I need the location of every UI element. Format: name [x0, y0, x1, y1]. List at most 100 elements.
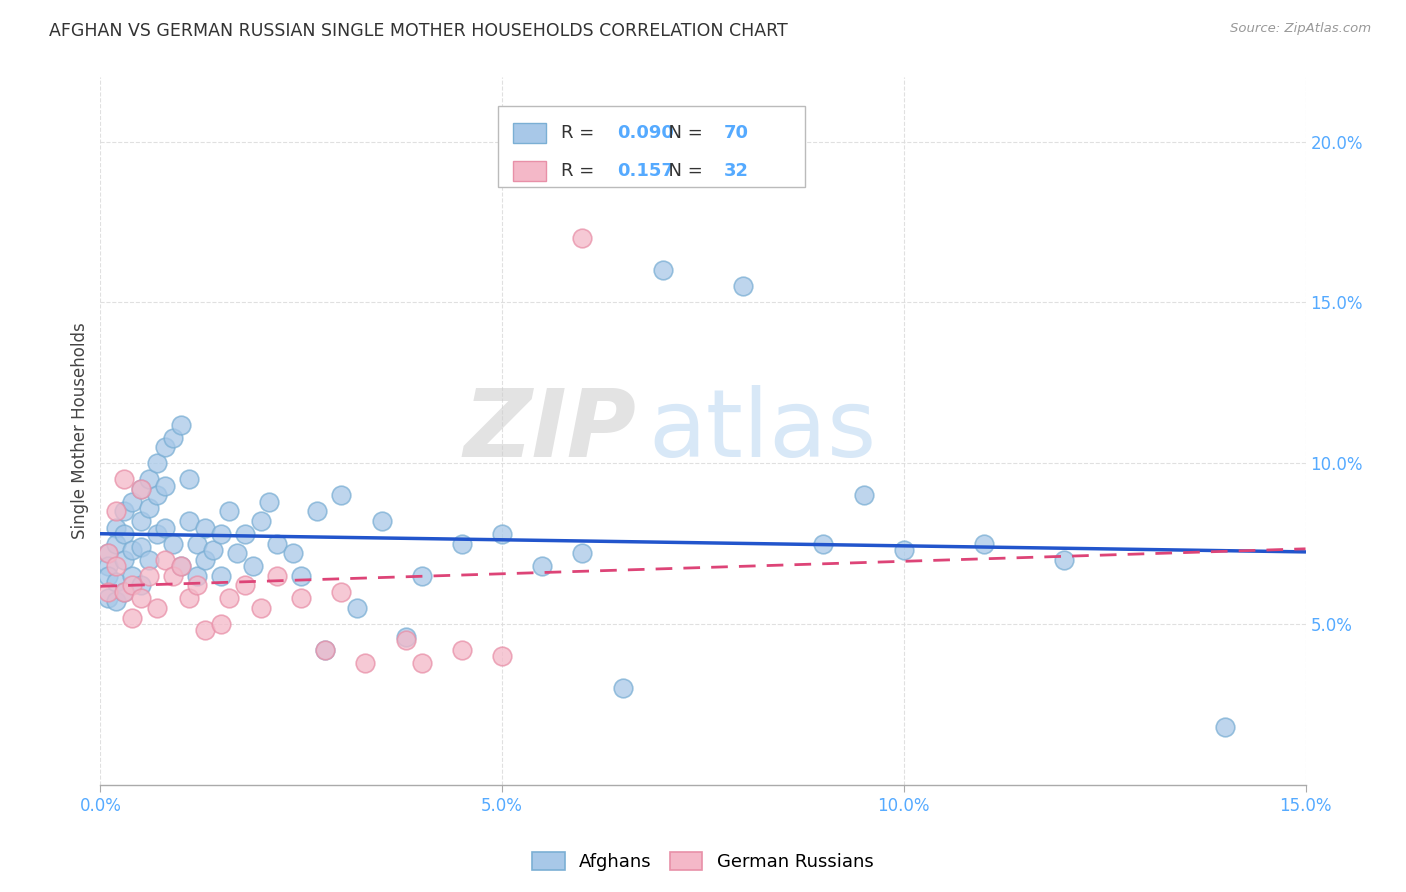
- Point: [153, 552, 176, 566]
- FancyBboxPatch shape: [513, 161, 547, 181]
- Point: [451, 536, 474, 550]
- Point: [170, 417, 193, 432]
- Text: 70: 70: [724, 124, 748, 143]
- Point: [370, 514, 392, 528]
- Point: [129, 482, 152, 496]
- Point: [97, 546, 120, 560]
- Point: [145, 601, 167, 615]
- Point: [194, 520, 217, 534]
- Point: [250, 514, 273, 528]
- Point: [153, 520, 176, 534]
- Point: [105, 504, 128, 518]
- Point: [121, 543, 143, 558]
- Point: [893, 543, 915, 558]
- Point: [177, 472, 200, 486]
- Point: [314, 642, 336, 657]
- Point: [170, 559, 193, 574]
- Point: [114, 504, 136, 518]
- Point: [114, 585, 136, 599]
- Point: [209, 527, 232, 541]
- Point: [121, 568, 143, 582]
- Point: [162, 568, 184, 582]
- Point: [114, 527, 136, 541]
- Point: [571, 231, 593, 245]
- Text: 0.090: 0.090: [617, 124, 675, 143]
- Text: AFGHAN VS GERMAN RUSSIAN SINGLE MOTHER HOUSEHOLDS CORRELATION CHART: AFGHAN VS GERMAN RUSSIAN SINGLE MOTHER H…: [49, 22, 787, 40]
- Point: [145, 488, 167, 502]
- Point: [186, 536, 208, 550]
- Point: [129, 540, 152, 554]
- Point: [105, 594, 128, 608]
- Point: [201, 543, 224, 558]
- Point: [162, 536, 184, 550]
- Point: [105, 559, 128, 574]
- Point: [114, 585, 136, 599]
- FancyBboxPatch shape: [498, 106, 806, 187]
- Point: [330, 488, 353, 502]
- Point: [813, 536, 835, 550]
- Text: 32: 32: [724, 161, 748, 180]
- Point: [97, 591, 120, 606]
- Point: [290, 568, 312, 582]
- Point: [145, 456, 167, 470]
- Point: [257, 495, 280, 509]
- Point: [571, 546, 593, 560]
- Point: [121, 495, 143, 509]
- Point: [97, 585, 120, 599]
- Point: [177, 591, 200, 606]
- Point: [242, 559, 264, 574]
- Point: [97, 568, 120, 582]
- Point: [129, 514, 152, 528]
- Point: [105, 520, 128, 534]
- Text: atlas: atlas: [648, 385, 877, 477]
- Point: [226, 546, 249, 560]
- Point: [266, 568, 288, 582]
- Point: [186, 578, 208, 592]
- Point: [283, 546, 305, 560]
- Point: [852, 488, 875, 502]
- Point: [162, 431, 184, 445]
- Point: [97, 546, 120, 560]
- Point: [170, 559, 193, 574]
- Point: [354, 656, 377, 670]
- Point: [411, 568, 433, 582]
- Point: [153, 479, 176, 493]
- Point: [531, 559, 554, 574]
- Point: [411, 656, 433, 670]
- Point: [114, 472, 136, 486]
- Point: [491, 649, 513, 664]
- Point: [395, 630, 418, 644]
- Point: [1213, 720, 1236, 734]
- Text: N =: N =: [657, 161, 709, 180]
- Point: [314, 642, 336, 657]
- Point: [105, 536, 128, 550]
- Point: [97, 559, 120, 574]
- Text: ZIP: ZIP: [464, 385, 637, 477]
- Point: [973, 536, 995, 550]
- Point: [233, 578, 256, 592]
- Text: 0.157: 0.157: [617, 161, 675, 180]
- Y-axis label: Single Mother Households: Single Mother Households: [72, 323, 89, 540]
- Point: [218, 504, 240, 518]
- Point: [138, 568, 160, 582]
- Point: [395, 633, 418, 648]
- Text: R =: R =: [561, 124, 600, 143]
- Point: [121, 610, 143, 624]
- Point: [307, 504, 329, 518]
- Point: [105, 575, 128, 590]
- Point: [1053, 552, 1076, 566]
- Point: [733, 279, 755, 293]
- Point: [218, 591, 240, 606]
- Point: [145, 527, 167, 541]
- Point: [114, 552, 136, 566]
- Point: [451, 642, 474, 657]
- Point: [121, 578, 143, 592]
- Point: [330, 585, 353, 599]
- Text: Source: ZipAtlas.com: Source: ZipAtlas.com: [1230, 22, 1371, 36]
- Legend: Afghans, German Russians: Afghans, German Russians: [524, 845, 882, 879]
- Point: [153, 440, 176, 454]
- Text: N =: N =: [657, 124, 709, 143]
- Point: [129, 482, 152, 496]
- Point: [129, 578, 152, 592]
- Point: [177, 514, 200, 528]
